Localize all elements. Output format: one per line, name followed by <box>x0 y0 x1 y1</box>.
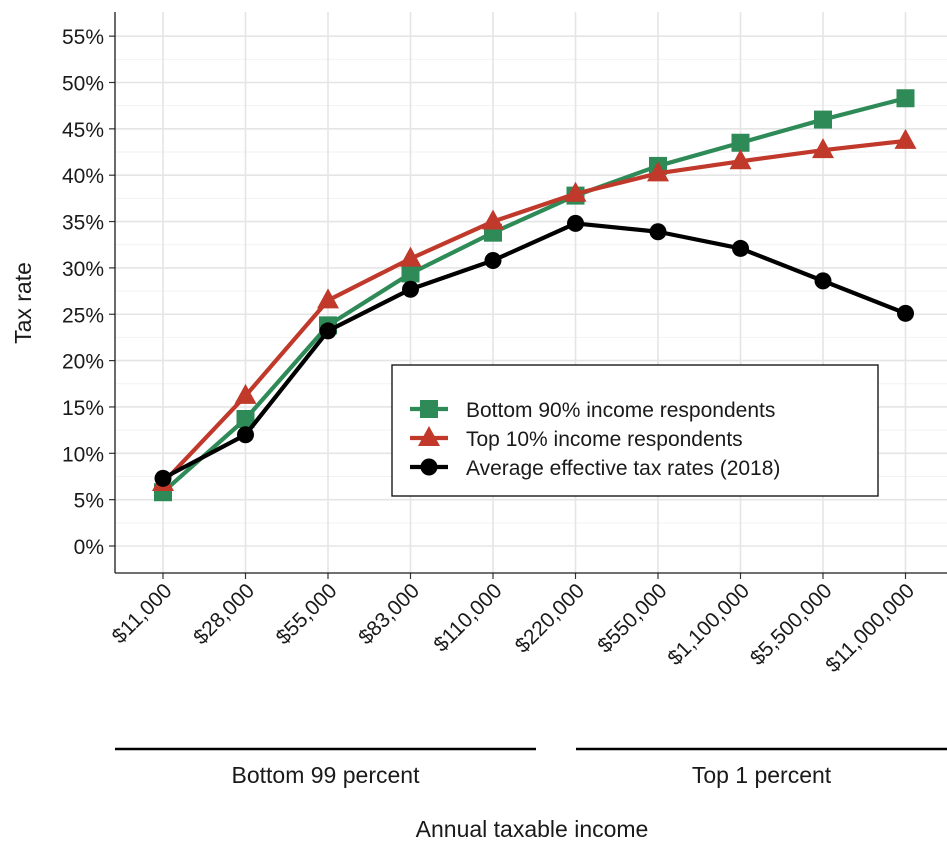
data-point <box>402 280 419 298</box>
data-point <box>814 110 832 129</box>
data-point <box>894 128 917 149</box>
x-tick-label: $11,000 <box>108 579 177 648</box>
legend-key-marker <box>420 458 438 476</box>
group-label: Bottom 99 percent <box>232 762 421 788</box>
legend-key-marker <box>418 426 440 446</box>
series-top-10-income-respondents <box>152 128 917 491</box>
y-tick-label: 15% <box>62 397 104 420</box>
x-tick-label: $28,000 <box>189 579 259 649</box>
group-bottom-99-percent: Bottom 99 percent <box>115 747 536 788</box>
legend-item: Average effective tax rates (2018) <box>410 457 780 480</box>
series-line <box>161 138 906 485</box>
x-axis-label: Annual taxable income <box>416 816 649 842</box>
y-axis-label: Tax rate <box>10 262 36 344</box>
series-average-effective-tax-rates-2018 <box>154 214 914 487</box>
y-tick-label: 35% <box>62 212 104 235</box>
y-tick-label: 30% <box>62 258 104 281</box>
y-tick-label: 45% <box>62 119 104 142</box>
y-tick-label: 55% <box>62 26 104 49</box>
data-point <box>482 209 504 230</box>
data-point <box>567 214 584 232</box>
x-tick-label: $220,000 <box>511 579 589 657</box>
x-tick-label: $83,000 <box>354 579 424 649</box>
legend-box <box>391 364 879 497</box>
legend-item: Bottom 90% income respondents <box>410 399 775 422</box>
data-point <box>237 426 254 444</box>
data-point <box>236 410 255 429</box>
data-point <box>564 181 587 202</box>
legend-label: Top 10% income respondents <box>466 428 743 451</box>
data-point <box>234 383 257 404</box>
x-tick-label: $55,000 <box>272 579 342 649</box>
x-tick-label: $5,500,000 <box>746 579 837 670</box>
series-line <box>162 221 907 481</box>
data-point <box>484 251 502 269</box>
data-point <box>154 469 172 487</box>
y-tick-label: 20% <box>62 351 104 374</box>
x-tick-label: $110,000 <box>429 579 506 656</box>
group-label: Top 1 percent <box>692 762 832 788</box>
data-point <box>731 133 750 152</box>
data-point <box>812 138 834 159</box>
y-tick-label: 50% <box>62 73 104 96</box>
legend: Bottom 90% income respondents Top 10% inc… <box>391 364 879 497</box>
legend-label: Average effective tax rates (2018) <box>466 457 780 480</box>
data-point <box>647 161 669 182</box>
legend-key-marker <box>420 400 438 418</box>
x-tick-label: $11,000,000 <box>821 579 919 677</box>
legend-item: Top 10% income respondents <box>410 426 743 451</box>
data-point <box>896 89 915 108</box>
group-top-1-percent: Top 1 percent <box>576 747 947 788</box>
x-tick-label: $550,000 <box>593 579 671 657</box>
group-annotations: Bottom 99 percent Top 1 percent <box>115 747 947 788</box>
data-point <box>732 239 749 257</box>
y-tick-label: 25% <box>62 304 104 327</box>
y-tick-label: 0% <box>74 536 104 559</box>
data-point <box>399 246 422 267</box>
data-point <box>649 223 667 241</box>
y-tick-label: 40% <box>62 165 104 188</box>
y-tick-label: 10% <box>62 443 104 466</box>
data-point <box>729 149 752 170</box>
legend-label: Bottom 90% income respondents <box>466 399 775 422</box>
data-point <box>814 272 832 290</box>
data-point <box>319 322 337 340</box>
y-tick-label: 5% <box>74 490 104 513</box>
series-line <box>161 96 907 494</box>
x-tick-label: $1,100,000 <box>663 579 754 670</box>
series-layer <box>152 89 917 502</box>
data-point <box>401 264 420 283</box>
data-point <box>317 288 339 309</box>
data-point <box>897 304 914 322</box>
